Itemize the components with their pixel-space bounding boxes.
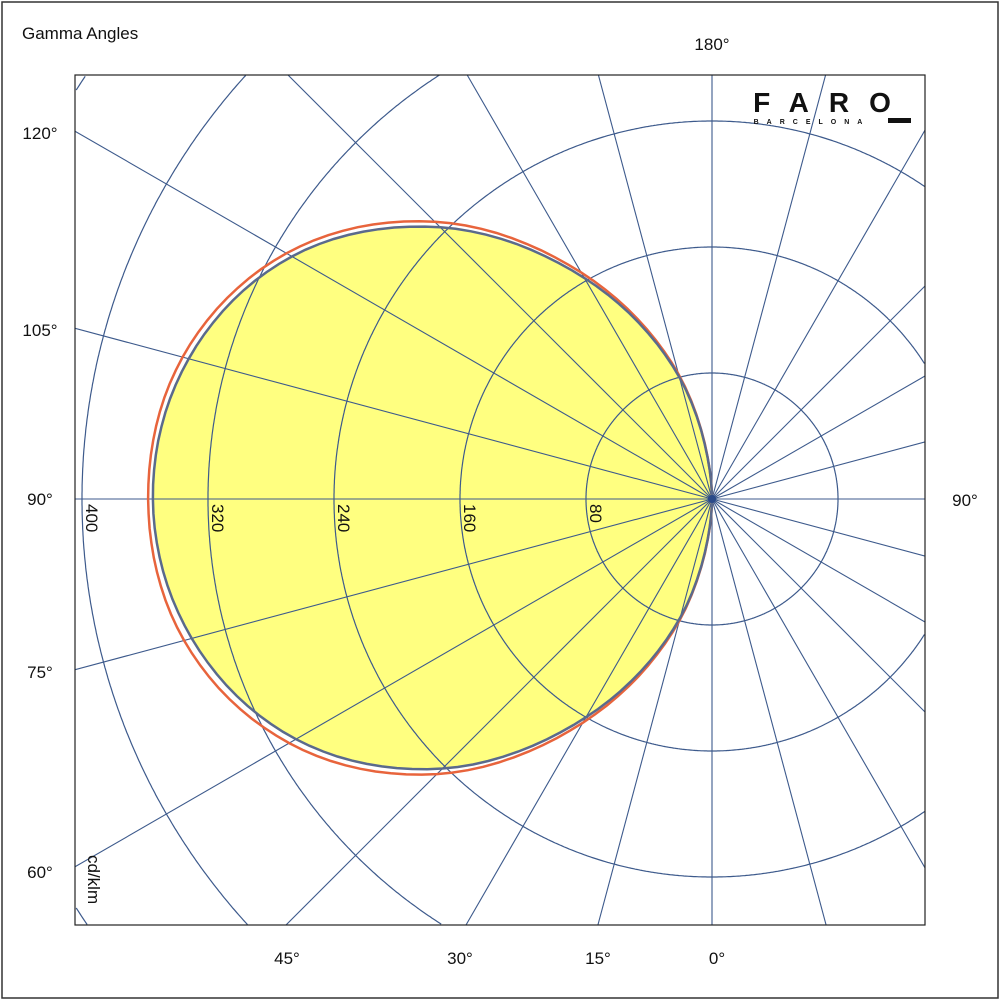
angle-label-top: 180° — [694, 35, 729, 54]
grid-radial-line — [597, 75, 713, 500]
unit-label: cd/klm — [84, 855, 103, 904]
grid-radial-line — [466, 75, 713, 500]
distribution-curve-red — [146, 219, 714, 776]
logo-bar — [888, 118, 911, 123]
grid-radial-line — [711, 441, 925, 500]
angle-label-bottom: 15° — [585, 949, 611, 968]
grid-circle — [207, 75, 442, 925]
grid-radial-line — [711, 285, 925, 500]
grid-circle — [81, 75, 248, 925]
radial-tick-label: 320 — [208, 504, 227, 532]
distribution-fill — [152, 226, 712, 770]
grid-radial-line — [711, 375, 925, 500]
grid-radial-line — [285, 498, 713, 925]
grid-radial-line — [711, 498, 925, 557]
radial-tick-label: 80 — [586, 504, 605, 523]
angle-label-left: 90° — [27, 490, 53, 509]
faro-logo: FARO BARCELONA — [753, 87, 911, 126]
logo-sub: BARCELONA — [754, 119, 871, 126]
grid-radial-line — [711, 75, 827, 500]
grid-radial-line — [711, 498, 925, 623]
angle-label-left: 105° — [22, 321, 57, 340]
grid-radial-line — [711, 129, 925, 500]
grid-radial-line — [711, 498, 925, 869]
grid-circle — [75, 907, 88, 925]
chart-title: Gamma Angles — [22, 24, 138, 43]
radial-tick-label: 400 — [82, 504, 101, 532]
plot-frame — [74, 74, 926, 926]
grid-radial-line — [75, 498, 713, 671]
angle-label-left: 75° — [27, 663, 53, 682]
radial-tick-label: 160 — [460, 504, 479, 532]
center-point — [708, 495, 716, 503]
logo-main: FARO — [753, 87, 911, 118]
grid-radial-line — [465, 498, 713, 925]
angle-label-bottom: 30° — [447, 949, 473, 968]
grid-radial-line — [75, 130, 713, 500]
angle-label-left: 120° — [22, 124, 57, 143]
grid-radial-line — [287, 75, 713, 500]
angle-label-right: 90° — [952, 491, 978, 510]
angle-label-bottom: 45° — [274, 949, 300, 968]
radial-tick-label: 240 — [334, 504, 353, 532]
grid-radial-line — [711, 498, 827, 925]
grid-radial-line — [75, 498, 713, 868]
distribution-curve-blue — [151, 225, 714, 771]
grid-radial-line — [711, 498, 925, 713]
grid-circle — [75, 75, 86, 91]
grid-radial-line — [75, 327, 713, 500]
grid-radial-line — [597, 498, 713, 925]
angle-label-left: 60° — [27, 863, 53, 882]
angle-label-bottom: 0° — [709, 949, 725, 968]
